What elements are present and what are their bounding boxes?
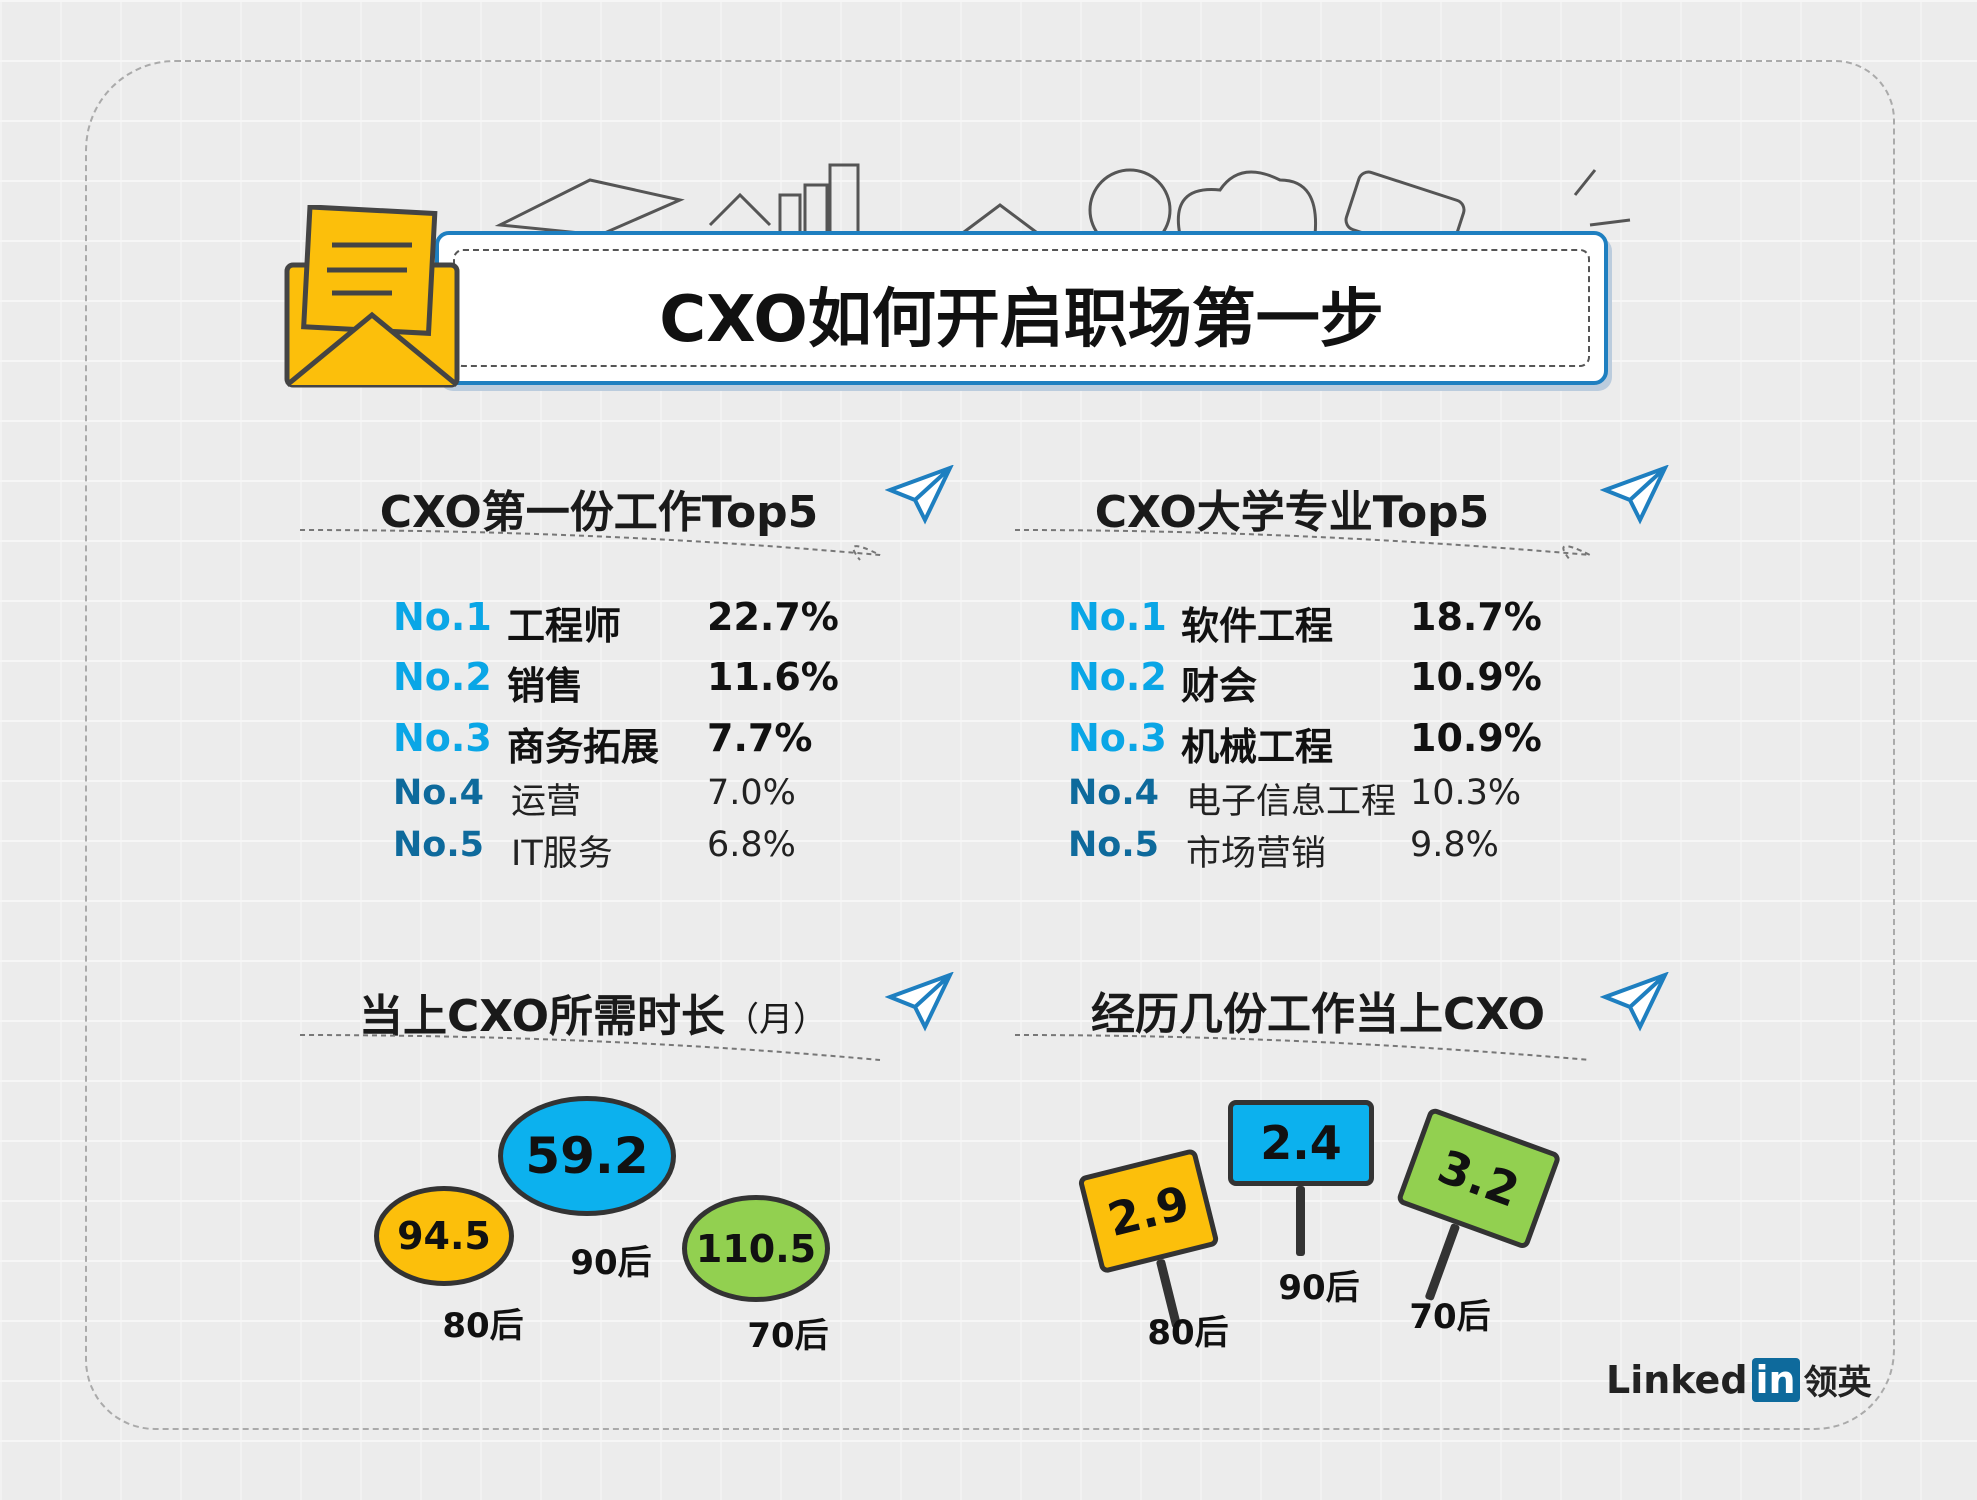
rank: No.2 — [393, 655, 492, 699]
name: 工程师 — [507, 604, 622, 648]
percent: 6.8% — [707, 825, 796, 865]
heading-time: 当上CXO所需时长（月） — [359, 980, 827, 1044]
envelope-icon — [284, 205, 460, 388]
heading-jobs: 经历几份工作当上CXO — [1090, 989, 1546, 1040]
name: 市场营销 — [1186, 834, 1327, 874]
heading-first-job: CXO第一份工作Top5 — [379, 487, 819, 538]
name: 机械工程 — [1181, 725, 1334, 769]
paper-plane-icon — [885, 972, 954, 1032]
label-80: 80后 — [1147, 1313, 1229, 1353]
percent: 10.3% — [1410, 773, 1522, 813]
rank: No.3 — [1068, 716, 1167, 760]
logo-cn: 领英 — [1803, 1363, 1872, 1403]
rank: No.4 — [393, 773, 484, 813]
heading-major: CXO大学专业Top5 — [1094, 487, 1490, 538]
percent: 9.8% — [1410, 825, 1499, 865]
speech-bubble-80: 94.5 — [374, 1186, 514, 1286]
name: 软件工程 — [1181, 604, 1334, 648]
paper-plane-icon — [1600, 972, 1669, 1032]
speech-bubble-70: 110.5 — [682, 1195, 830, 1302]
linkedin-logo: Linked in 领英 — [1606, 1355, 1872, 1404]
percent: 10.9% — [1410, 655, 1542, 699]
speech-bubble-90: 59.2 — [498, 1096, 676, 1216]
rank: No.1 — [1068, 595, 1167, 639]
rank: No.5 — [1068, 825, 1159, 865]
rank: No.3 — [393, 716, 492, 760]
percent: 7.0% — [707, 773, 796, 813]
logo-linked: Linked — [1606, 1357, 1748, 1402]
logo-in: in — [1751, 1357, 1800, 1402]
sign-value: 2.4 — [1228, 1100, 1374, 1186]
label-70: 70后 — [1409, 1297, 1491, 1337]
name: 电子信息工程 — [1186, 782, 1397, 822]
paper-plane-icon — [885, 465, 954, 525]
rank: No.4 — [1068, 773, 1159, 813]
sign-90: 2.4 — [1228, 1100, 1374, 1256]
label-70: 70后 — [747, 1316, 829, 1356]
rank: No.5 — [393, 825, 484, 865]
dashed-frame — [85, 60, 1895, 1430]
heading-time-unit: （月） — [725, 1000, 828, 1040]
paper-plane-icon — [1600, 465, 1669, 525]
name: IT服务 — [511, 834, 613, 874]
rank: No.1 — [393, 595, 492, 639]
page-title: CXO如何开启职场第一步 — [659, 283, 1384, 357]
label-90: 90后 — [570, 1243, 652, 1283]
name: 运营 — [511, 782, 582, 822]
percent: 7.7% — [707, 716, 813, 760]
title-banner — [435, 231, 1608, 385]
name: 销售 — [507, 664, 584, 708]
percent: 22.7% — [707, 595, 839, 639]
name: 商务拓展 — [507, 725, 660, 769]
percent: 18.7% — [1410, 595, 1542, 639]
name: 财会 — [1181, 664, 1258, 708]
label-90: 90后 — [1278, 1268, 1360, 1308]
percent: 10.9% — [1410, 716, 1542, 760]
heading-time-text: 当上CXO所需时长 — [358, 991, 726, 1042]
sign-stick — [1296, 1186, 1305, 1256]
label-80: 80后 — [442, 1306, 524, 1346]
rank: No.2 — [1068, 655, 1167, 699]
percent: 11.6% — [707, 655, 839, 699]
